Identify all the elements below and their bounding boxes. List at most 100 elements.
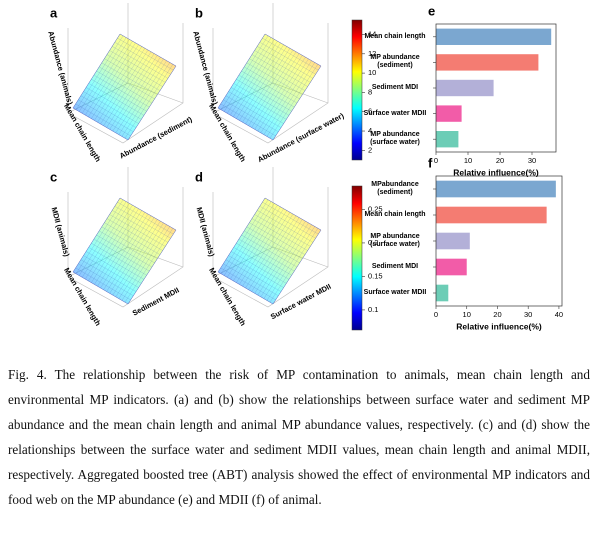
- surface-mesh: [254, 55, 303, 130]
- surface-mesh: [83, 255, 139, 288]
- x-tick-label: 0: [434, 310, 438, 319]
- surface-mesh: [226, 39, 275, 114]
- category-label: Surface water MDII: [363, 109, 427, 117]
- figure-graphics: a Abundance (animals) Mean chain length Abu…: [46, 3, 563, 331]
- surface-mesh: [257, 221, 306, 296]
- colorbar: [351, 19, 363, 161]
- surface-mesh: [115, 222, 164, 297]
- x-tick-label: 30: [524, 310, 532, 319]
- colorbar-tick-label: 0.15: [368, 271, 383, 280]
- surface-mesh: [260, 222, 309, 297]
- surface-mesh: [75, 103, 131, 137]
- surface-mesh: [109, 55, 158, 130]
- plot-frame: [435, 23, 557, 153]
- category-label: MP abundance (surface water): [370, 233, 420, 248]
- surface-mesh: [228, 91, 284, 124]
- surface-mesh: [88, 247, 145, 280]
- surface-mesh: [233, 247, 290, 280]
- surface-mesh: [75, 199, 124, 274]
- surface-mesh: [78, 99, 134, 132]
- surface-mesh: [220, 267, 276, 301]
- surface-mesh: [106, 54, 163, 87]
- x-axis-title: Relative influence(%): [456, 321, 542, 331]
- surface-mesh: [75, 267, 131, 301]
- category-label: Surface water MDII: [363, 289, 427, 296]
- surface-mesh: [81, 39, 130, 114]
- surface-mesh: [117, 201, 174, 235]
- surface-mesh: [257, 210, 314, 243]
- surface-mesh: [93, 74, 150, 108]
- surface-mesh: [109, 214, 166, 247]
- surface-mesh: [226, 203, 275, 278]
- surface-mesh: [242, 212, 291, 287]
- bar: [436, 54, 539, 71]
- z-axis-label: Abundance (animals): [46, 30, 74, 106]
- colorbar-tick-label: 0.2: [368, 238, 378, 247]
- surface-mesh: [97, 48, 146, 123]
- surface-mesh: [103, 51, 152, 126]
- surface: [217, 33, 322, 141]
- colorbar-tick-label: 4: [368, 126, 372, 135]
- panel-label: d: [195, 169, 203, 184]
- surface-mesh: [244, 230, 300, 264]
- surface-mesh: [104, 222, 161, 255]
- surface-mesh: [263, 224, 312, 299]
- surface-mesh: [223, 263, 279, 296]
- surface-mesh: [104, 58, 161, 91]
- surface-mesh: [91, 44, 139, 119]
- surface-mesh: [223, 201, 272, 276]
- surface-mesh: [225, 259, 282, 292]
- surface-mesh: [225, 95, 282, 128]
- category-label: MP abundance (sediment): [370, 54, 420, 70]
- category-label: MP abundance (surface water): [370, 131, 420, 147]
- surface-mesh: [112, 221, 161, 296]
- surface-mesh: [91, 243, 147, 276]
- surface-mesh: [106, 217, 155, 292]
- surface-mesh: [233, 83, 290, 116]
- surface-mesh: [239, 210, 287, 285]
- surface-mesh: [230, 87, 287, 120]
- x-tick-label: 0: [434, 156, 438, 165]
- surface-mesh: [94, 46, 142, 121]
- x-axis-label: Sediment MDII: [131, 285, 181, 317]
- bar: [436, 105, 462, 122]
- surface-mesh: [259, 42, 316, 75]
- surface-mesh: [112, 57, 161, 132]
- surface-mesh: [245, 213, 294, 289]
- surface-mesh: [114, 42, 171, 75]
- surface-mesh: [220, 199, 269, 274]
- bar: [436, 258, 467, 276]
- colorbar-tick-label: 0.1: [368, 305, 378, 314]
- x-tick-label: 10: [463, 310, 471, 319]
- surface-mesh: [78, 263, 134, 296]
- surface-mesh: [121, 226, 170, 301]
- surface-mesh: [93, 238, 150, 272]
- surface-mesh: [101, 226, 158, 259]
- surface-mesh: [236, 44, 284, 119]
- surface-mesh: [263, 60, 312, 135]
- surface-mesh: [99, 230, 155, 264]
- colorbar-tick-label: 0.25: [368, 204, 383, 213]
- surface-mesh: [112, 46, 169, 79]
- surface-mesh: [230, 251, 287, 284]
- surface-mesh: [251, 218, 308, 251]
- category-label: Sediment MDI: [371, 84, 419, 91]
- panel-label: e: [428, 3, 435, 18]
- surface-mesh: [81, 203, 130, 278]
- surface-mesh: [230, 41, 278, 116]
- bar: [436, 79, 494, 97]
- surface-mesh: [88, 206, 136, 281]
- surface-mesh: [220, 35, 269, 110]
- surface-mesh: [266, 62, 315, 137]
- surface-mesh: [75, 35, 124, 110]
- colorbar-tick-label: 14: [368, 29, 376, 38]
- surface-mesh: [106, 218, 163, 251]
- figure-caption: Fig. 4. The relationship between the ris…: [8, 367, 590, 507]
- surface-mesh: [220, 103, 276, 137]
- surface-mesh: [85, 251, 142, 284]
- surface-mesh: [85, 87, 142, 120]
- surface-mesh: [249, 58, 306, 91]
- surface-mesh: [259, 206, 316, 239]
